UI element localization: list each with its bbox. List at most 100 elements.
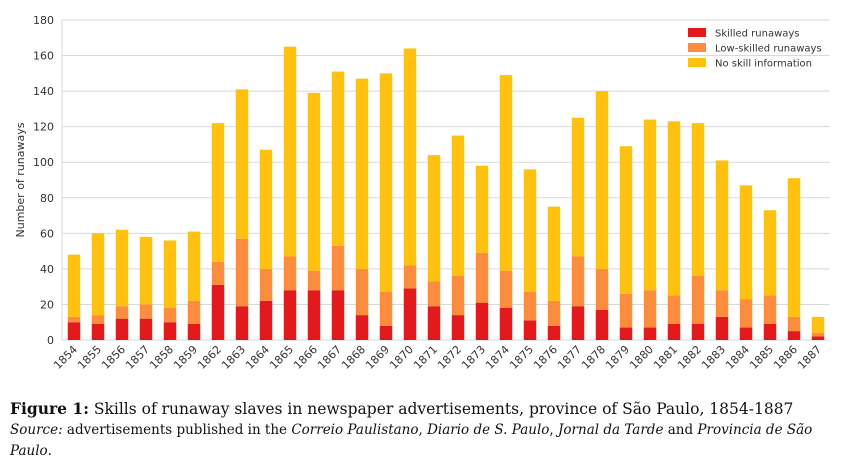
bar-segment <box>91 315 105 324</box>
y-tick-label: 140 <box>33 85 54 98</box>
bar-segment <box>67 322 81 340</box>
bar-segment <box>475 165 489 253</box>
x-tick-label: 1872 <box>435 343 464 372</box>
bar-segment <box>307 92 321 271</box>
bar-segment <box>163 308 177 323</box>
bar-segment <box>355 268 369 316</box>
y-tick-label: 180 <box>33 14 54 27</box>
bar-segment <box>211 123 225 262</box>
x-tick-label: 1875 <box>507 343 536 372</box>
x-tick-label: 1887 <box>795 343 824 372</box>
bar-segment <box>595 268 609 310</box>
bar-segment <box>667 295 681 324</box>
y-tick-label: 100 <box>33 156 54 169</box>
bar-segment <box>331 71 345 246</box>
legend-swatch <box>688 28 706 37</box>
x-tick-label: 1869 <box>363 343 392 372</box>
bar-segment <box>499 308 513 340</box>
x-tick-label: 1877 <box>555 343 584 372</box>
x-tick-label: 1885 <box>747 343 776 372</box>
bar-segment <box>643 327 657 340</box>
bar-segment <box>307 290 321 340</box>
bar-segment <box>523 292 537 321</box>
bar-segment <box>787 316 801 332</box>
figure-label: Figure 1: <box>10 399 89 418</box>
y-tick-label: 160 <box>33 50 54 63</box>
y-tick-label: 20 <box>40 298 54 311</box>
x-tick-label: 1876 <box>531 343 560 372</box>
bar-segment <box>379 73 393 292</box>
bar-segment <box>571 117 585 257</box>
legend-swatch <box>688 43 706 52</box>
bar-segment <box>235 89 249 239</box>
bar-segment <box>235 238 249 307</box>
legend-swatch <box>688 58 706 67</box>
bar-segment <box>139 236 153 305</box>
x-tick-label: 1868 <box>339 343 368 372</box>
bar-segment <box>619 327 633 340</box>
bar-segment <box>787 178 801 317</box>
x-tick-label: 1884 <box>723 343 752 372</box>
bar-segment <box>667 324 681 340</box>
bar-segment <box>691 324 705 340</box>
bar-segment <box>259 300 273 340</box>
y-tick-label: 40 <box>40 263 54 276</box>
bar-segment <box>451 276 465 316</box>
bar-segment <box>427 306 441 340</box>
bar-segment <box>619 293 633 328</box>
bar-segment <box>763 295 777 324</box>
bar-segment <box>523 169 537 292</box>
bar-segment <box>235 306 249 340</box>
bar-segment <box>115 306 129 319</box>
bar-segment <box>211 261 225 285</box>
bar-segment <box>283 46 297 257</box>
bar-segment <box>715 160 729 291</box>
bar-segment <box>283 256 297 291</box>
bar-segment <box>691 123 705 276</box>
bar-segment <box>763 210 777 296</box>
x-tick-label: 1863 <box>219 343 248 372</box>
bar-segment <box>499 75 513 271</box>
y-tick-label: 0 <box>47 334 54 347</box>
x-tick-label: 1854 <box>51 343 80 372</box>
bar-segment <box>451 315 465 340</box>
bar-segment <box>139 318 153 340</box>
x-tick-label: 1867 <box>315 343 344 372</box>
bar-segment <box>403 265 417 289</box>
source-paper: Provincia de São Paulo <box>10 422 813 459</box>
x-tick-label: 1882 <box>675 343 704 372</box>
bars <box>67 46 825 340</box>
bar-segment <box>571 306 585 340</box>
x-tick-label: 1873 <box>459 343 488 372</box>
source-separator: , <box>549 422 559 438</box>
bar-segment <box>739 327 753 340</box>
x-tick-label: 1883 <box>699 343 728 372</box>
bar-segment <box>67 254 81 317</box>
bar-segment <box>187 231 201 301</box>
caption-source: Source: advertisements published in the … <box>10 420 845 462</box>
x-tick-label: 1880 <box>627 343 656 372</box>
bar-segment <box>187 300 201 324</box>
bar-segment <box>379 325 393 340</box>
bar-segment <box>571 256 585 307</box>
bar-segment <box>187 324 201 340</box>
bar-segment <box>667 121 681 296</box>
bar-segment <box>403 288 417 340</box>
bar-segment <box>139 304 153 319</box>
bar-segment <box>163 240 177 308</box>
x-tick-label: 1865 <box>267 343 296 372</box>
source-end: . <box>47 443 52 459</box>
bar-segment <box>643 119 657 291</box>
x-tick-label: 1859 <box>171 343 200 372</box>
bar-segment <box>811 336 825 340</box>
x-tick-label: 1855 <box>75 343 104 372</box>
bar-segment <box>115 318 129 340</box>
source-paper: Correio Paulistano <box>291 422 419 438</box>
bar-segment <box>67 316 81 323</box>
bar-segment <box>691 276 705 324</box>
bar-segment <box>403 48 417 266</box>
x-tick-label: 1881 <box>651 343 680 372</box>
figure-text: Skills of runaway slaves in newspaper ad… <box>88 400 794 418</box>
source-paper: Diario de S. Paulo <box>427 422 550 438</box>
